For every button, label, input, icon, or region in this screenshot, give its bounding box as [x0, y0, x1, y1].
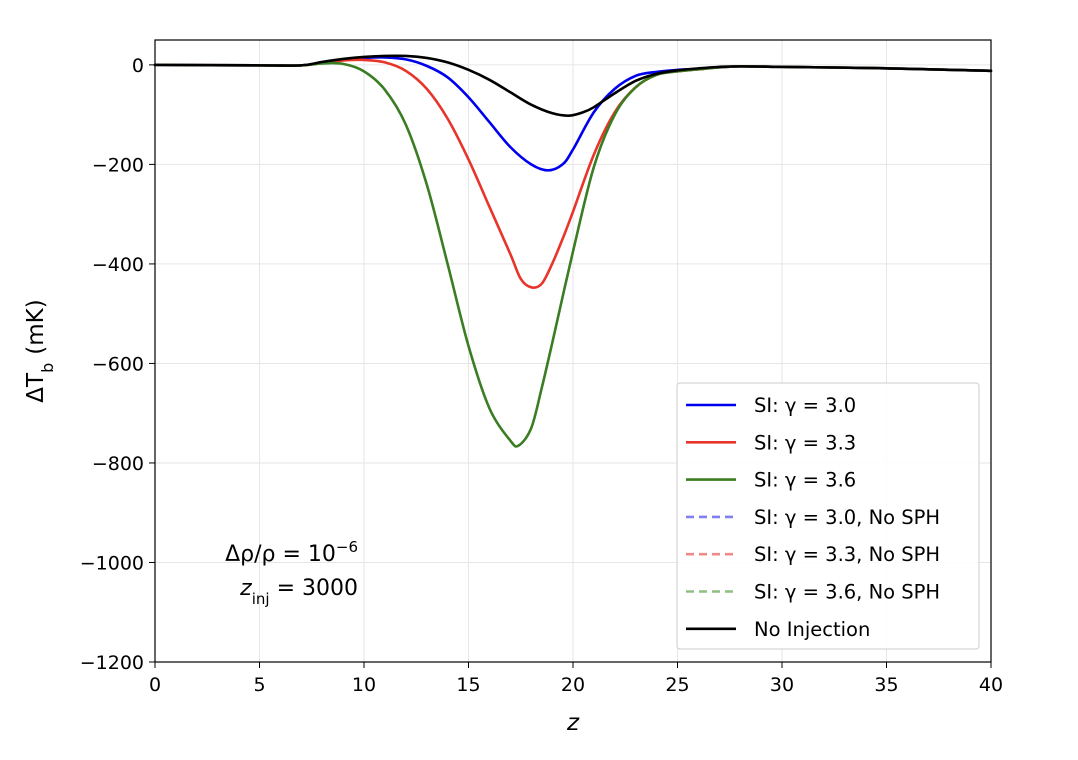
y-tick-label: 0 [132, 55, 144, 77]
x-tick-label: 20 [561, 674, 585, 696]
series-line-6 [153, 54, 993, 117]
legend-label-5: SI: γ = 3.6, No SPH [754, 581, 940, 604]
y-tick-label: −800 [92, 453, 144, 475]
plot-lines [153, 54, 993, 448]
x-tick-label: 25 [665, 674, 689, 696]
legend-label-6: No Injection [754, 618, 870, 641]
legend-label-1: SI: γ = 3.3 [754, 431, 856, 454]
legend-box [676, 382, 980, 650]
x-axis-title: z [566, 710, 580, 736]
y-tick-label: −1000 [80, 552, 144, 574]
annotation-density-contrast-text: Δρ/ρ = 10 [225, 542, 336, 567]
y-tick-label: −600 [92, 353, 144, 375]
y-tick-label: −1200 [80, 652, 144, 674]
y-tick-label: −400 [92, 254, 144, 276]
x-tick-label: 35 [874, 674, 898, 696]
legend-label-2: SI: γ = 3.6 [754, 469, 856, 492]
x-tick-label: 5 [253, 674, 265, 696]
annotation-injection-z: z [239, 576, 252, 601]
x-tick-label: 15 [456, 674, 480, 696]
x-tick-label: 30 [770, 674, 794, 696]
x-tick-label: 10 [352, 674, 376, 696]
x-tick-label: 40 [979, 674, 1003, 696]
annotation-density-contrast: Δρ/ρ = 10−6 [225, 538, 358, 567]
annotation-injection-value: = 3000 [270, 576, 358, 601]
annotation-injection-redshift: zinj = 3000 [239, 576, 358, 608]
legend: SI: γ = 3.0 SI: γ = 3.3 SI: γ = 3.6 SI: γ =… [676, 382, 980, 650]
x-tick-label: 0 [149, 674, 161, 696]
annotation-injection-sub: inj [252, 590, 270, 608]
axis-ticks: 0 5 10 15 20 25 30 35 40 0 −200 −400 −600 −800 −1000 −1… [80, 55, 1003, 696]
legend-label-4: SI: γ = 3.3, No SPH [754, 543, 940, 566]
annotation-density-contrast-exponent: −6 [336, 538, 358, 556]
y-axis-title-sub: b [38, 363, 57, 373]
legend-label-3: SI: γ = 3.0, No SPH [754, 506, 940, 529]
y-tick-label: −200 [92, 154, 144, 176]
y-axis-title-unit: (mK) [23, 299, 49, 354]
y-axis-title: ΔTb (mK) [23, 299, 57, 402]
y-axis-title-main: ΔT [23, 372, 49, 403]
annotation: Δρ/ρ = 10−6 zinj = 3000 [225, 538, 358, 608]
legend-label-0: SI: γ = 3.0 [754, 394, 856, 417]
